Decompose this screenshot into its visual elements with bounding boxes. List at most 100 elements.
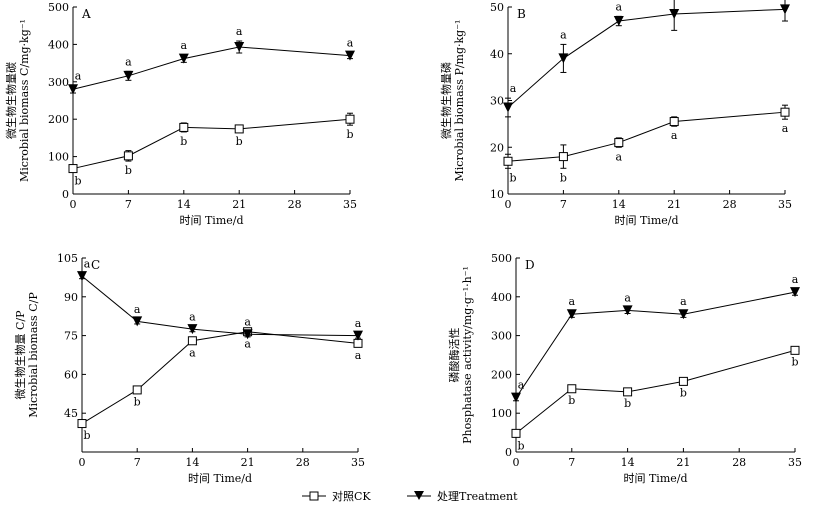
y-tick-label: 75 xyxy=(64,330,78,343)
y-tick-label: 300 xyxy=(48,76,69,89)
panel-label-A: A xyxy=(81,7,91,21)
significance-label: b xyxy=(560,171,567,184)
significance-label: a xyxy=(624,291,631,304)
panel-D: D 0 100 200 300 400 500 0 7 14 21 28 35 时间 Time/d 磷酸酶活… xyxy=(447,252,802,485)
y-axis-label: 磷酸酶活性 xyxy=(447,328,461,383)
series-line xyxy=(515,291,796,398)
significance-label: a xyxy=(236,25,243,38)
y-tick-label: 40 xyxy=(490,48,504,61)
significance-label: a xyxy=(189,311,196,324)
significance-label: b xyxy=(509,171,516,184)
data-point-treatment xyxy=(123,70,134,81)
legend-treatment-marker xyxy=(414,491,424,500)
y-axis-label: Microbial biomass P/mg·kg⁻¹ xyxy=(453,20,466,182)
x-tick-label: 21 xyxy=(232,198,246,211)
y-axis-label: 微生物生物量碳 xyxy=(4,62,18,139)
y-tick-label: 20 xyxy=(490,141,504,154)
x-tick-label: 28 xyxy=(732,456,746,469)
data-point-ck xyxy=(614,138,624,148)
y-tick-label: 105 xyxy=(57,252,78,265)
significance-label: b xyxy=(346,128,353,141)
x-tick-label: 0 xyxy=(79,456,86,469)
data-point-ck xyxy=(780,107,790,117)
significance-label: a xyxy=(782,122,789,135)
data-point-ck xyxy=(132,385,142,395)
data-point-treatment xyxy=(242,329,253,340)
significance-label: a xyxy=(134,303,141,316)
significance-label: a xyxy=(560,28,567,41)
significance-label: a xyxy=(75,70,82,83)
y-tick-label: 300 xyxy=(491,330,512,343)
y-tick-label: 45 xyxy=(64,407,78,420)
x-tick-label: 35 xyxy=(343,198,357,211)
data-point-treatment xyxy=(622,305,633,316)
y-tick-label: 30 xyxy=(490,95,504,108)
significance-label: b xyxy=(125,164,132,177)
panel-label-D: D xyxy=(525,258,535,272)
data-point-ck xyxy=(345,114,355,124)
x-axis-label: 时间 Time/d xyxy=(614,214,678,227)
x-tick-label: 28 xyxy=(296,456,310,469)
y-tick-label: 100 xyxy=(491,407,512,420)
data-point-ck xyxy=(234,124,244,134)
x-tick-label: 21 xyxy=(667,198,681,211)
x-tick-label: 0 xyxy=(505,198,512,211)
data-point-ck xyxy=(558,152,568,162)
x-tick-label: 14 xyxy=(177,198,191,211)
significance-label: a xyxy=(181,39,188,52)
significance-label: b xyxy=(134,396,141,409)
x-tick-label: 14 xyxy=(185,456,199,469)
y-tick-label: 400 xyxy=(48,38,69,51)
series-ck: b b a a a xyxy=(77,327,363,442)
data-point-treatment xyxy=(353,330,363,341)
x-axis-label: 时间 Time/d xyxy=(179,214,243,227)
y-tick-label: 500 xyxy=(491,252,512,265)
series-ck: b b a a a xyxy=(503,104,790,184)
panel-label-B: B xyxy=(517,7,526,21)
y-tick-label: 50 xyxy=(490,1,504,14)
significance-label: a xyxy=(671,129,678,142)
x-tick-label: 28 xyxy=(723,198,737,211)
y-axis-label: 微生物生物量 C/P xyxy=(13,310,27,400)
data-point-treatment xyxy=(613,16,624,27)
significance-label: a xyxy=(125,55,132,68)
data-point-treatment xyxy=(558,53,569,64)
series-ck: b b b b b xyxy=(68,112,355,188)
data-point-ck xyxy=(179,122,189,132)
data-point-ck xyxy=(68,164,78,174)
significance-label: a xyxy=(347,37,354,50)
y-tick-label: 0 xyxy=(505,446,512,459)
series-line xyxy=(515,349,796,434)
x-tick-label: 0 xyxy=(513,456,520,469)
significance-label: b xyxy=(624,397,631,410)
data-point-treatment xyxy=(234,42,245,53)
data-point-treatment xyxy=(566,309,577,320)
significance-label: a xyxy=(792,273,799,286)
data-point-ck xyxy=(669,117,679,127)
significance-label: b xyxy=(74,175,81,188)
data-point-treatment xyxy=(77,271,87,282)
data-point-ck xyxy=(790,345,800,355)
x-tick-label: 35 xyxy=(788,456,802,469)
data-point-treatment xyxy=(132,316,143,327)
x-tick-label: 28 xyxy=(288,198,302,211)
data-point-treatment xyxy=(780,4,790,15)
significance-label: b xyxy=(791,356,798,369)
y-tick-label: 0 xyxy=(62,188,69,201)
significance-label: a xyxy=(680,295,687,308)
significance-label: a xyxy=(189,346,196,359)
legend-treatment-label: 处理Treatment xyxy=(437,490,518,503)
legend-ck-marker xyxy=(309,491,319,501)
data-point-ck xyxy=(503,156,513,166)
x-tick-label: 14 xyxy=(621,456,635,469)
significance-label: b xyxy=(83,429,90,442)
y-tick-label: 100 xyxy=(48,151,69,164)
y-tick-label: 90 xyxy=(64,291,78,304)
legend: 对照CK 处理Treatment xyxy=(302,489,518,503)
series-line xyxy=(81,275,359,337)
data-point-ck xyxy=(678,376,688,386)
data-point-treatment xyxy=(503,102,513,113)
